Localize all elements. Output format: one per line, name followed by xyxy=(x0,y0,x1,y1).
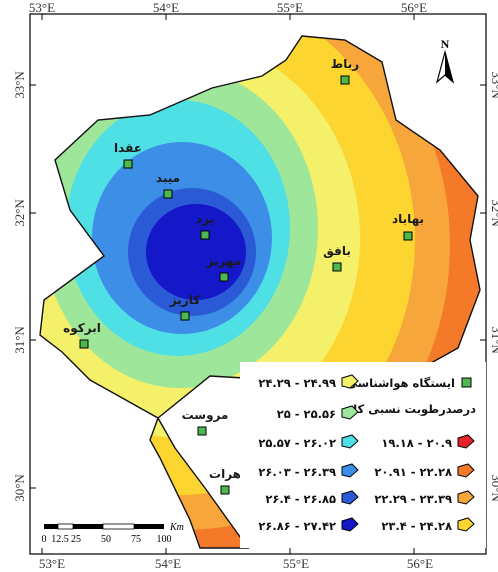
coord-bottom-53: 53°E xyxy=(39,556,65,571)
station-aqda[interactable]: عقدا xyxy=(114,141,142,169)
legend-swatch-c7 xyxy=(341,434,359,449)
legend-item-c8: ۲۶.۰۳ - ۲۶.۳۹ xyxy=(258,463,359,479)
province-border xyxy=(39,35,481,549)
coord-top-55: 55°E xyxy=(277,0,303,15)
scale-tick-3: 50 xyxy=(101,534,111,545)
station-kariz[interactable]: کاریز xyxy=(169,293,200,321)
legend-item-c6: ۲۵ - ۲۵.۵۶ xyxy=(277,405,359,421)
legend-item-c1: ۱۹.۱۸ - ۲۰.۹ xyxy=(381,434,475,450)
legend: ایستگاه هواشناسی درصدرطوبت نسبی کل ۲۴.۲۹… xyxy=(240,362,486,548)
station-meybod[interactable]: میبد xyxy=(156,171,180,199)
coord-right-33: 33°N xyxy=(489,71,498,99)
legend-label-c8: ۲۶.۰۳ - ۲۶.۳۹ xyxy=(258,465,336,479)
station-marvast[interactable]: مروست xyxy=(182,408,229,436)
coord-top-53: 53°E xyxy=(29,0,55,15)
scale-unit: Km xyxy=(169,522,184,533)
legend-swatch-c10 xyxy=(341,517,359,532)
legend-swatch-c9 xyxy=(341,490,359,505)
legend-swatch-c1 xyxy=(457,434,475,449)
coord-right-30: 30°N xyxy=(489,474,498,502)
coord-top-54: 54°E xyxy=(153,0,179,15)
coord-bottom-54: 54°E xyxy=(155,556,181,571)
scale-bar: 0 12.5 25 50 75 100 Km xyxy=(42,522,184,545)
legend-item-c4: ۲۳.۴ - ۲۴.۲۸ xyxy=(381,517,475,533)
legend-label-c5: ۲۴.۲۹ - ۲۴.۹۹ xyxy=(258,376,336,390)
legend-label-c6: ۲۵ - ۲۵.۵۶ xyxy=(277,407,336,421)
station-meybod-label: میبد xyxy=(156,171,180,185)
legend-swatch-c5 xyxy=(341,374,359,389)
scale-tick-0: 0 xyxy=(42,534,47,545)
legend-item-c3: ۲۲.۲۹ - ۲۳.۳۹ xyxy=(374,490,475,506)
legend-box xyxy=(240,362,486,548)
station-kariz-label: کاریز xyxy=(169,293,200,307)
station-bafgh-label: بافق xyxy=(323,244,351,258)
legend-station: ایستگاه هواشناسی xyxy=(346,376,472,391)
station-bahabad-label: بهاباد xyxy=(392,212,424,226)
coord-bottom-56: 56°E xyxy=(407,556,433,571)
legend-item-c5: ۲۴.۲۹ - ۲۴.۹۹ xyxy=(258,374,359,390)
coord-right-31: 31°N xyxy=(489,326,498,354)
station-yazd-label: یزد xyxy=(196,212,214,226)
station-icon xyxy=(461,377,472,388)
station-yazd[interactable]: یزد xyxy=(196,212,214,240)
scale-tick-4: 75 xyxy=(131,534,141,545)
legend-item-c2: ۲۰.۹۱ - ۲۲.۲۸ xyxy=(374,463,475,479)
coord-left-33: 33°N xyxy=(12,71,27,99)
coord-labels-top: 53°E 54°E 55°E 56°E xyxy=(29,0,427,15)
station-mehriz[interactable]: مهریز xyxy=(206,254,242,282)
legend-swatch-c6 xyxy=(341,405,359,420)
north-arrow: N xyxy=(435,37,455,84)
station-robat[interactable]: رباط xyxy=(331,57,359,85)
legend-item-c7: ۲۵.۵۷ - ۲۶.۰۲ xyxy=(258,434,359,450)
legend-swatch-c2 xyxy=(457,463,475,478)
station-abarkuh-label: ابرکوه xyxy=(63,321,101,336)
coord-bottom-55: 55°E xyxy=(283,556,309,571)
station-aqda-label: عقدا xyxy=(114,141,142,155)
legend-label-c2: ۲۰.۹۱ - ۲۲.۲۸ xyxy=(374,465,452,479)
coord-labels-left: 33°N 32°N 31°N 30°N xyxy=(12,71,27,502)
station-abarkuh[interactable]: ابرکوه xyxy=(63,321,101,349)
station-harat[interactable]: هرات xyxy=(209,467,241,495)
legend-swatch-c8 xyxy=(341,463,359,478)
station-markers: رباط عقدا میبد یزد بهاباد مهریز بافق کا xyxy=(63,57,424,495)
station-bafgh[interactable]: بافق xyxy=(323,244,351,272)
station-harat-label: هرات xyxy=(209,467,241,481)
legend-label-c7: ۲۵.۵۷ - ۲۶.۰۲ xyxy=(258,436,336,450)
legend-label-c10: ۲۶.۸۶ - ۲۷.۴۲ xyxy=(258,519,336,533)
coord-left-32: 32°N xyxy=(12,199,27,227)
station-marvast-label: مروست xyxy=(182,408,229,423)
legend-item-c10: ۲۶.۸۶ - ۲۷.۴۲ xyxy=(258,517,359,533)
coord-left-31: 31°N xyxy=(12,326,27,354)
station-bahabad[interactable]: بهاباد xyxy=(392,212,424,241)
legend-swatch-c4 xyxy=(457,517,475,532)
station-mehriz-label: مهریز xyxy=(206,254,242,268)
legend-label-c1: ۱۹.۱۸ - ۲۰.۹ xyxy=(381,436,452,450)
legend-label-c3: ۲۲.۲۹ - ۲۳.۳۹ xyxy=(374,492,452,506)
legend-title: درصدرطوبت نسبی کل xyxy=(347,402,476,417)
legend-label-c4: ۲۳.۴ - ۲۴.۲۸ xyxy=(381,519,452,533)
coord-left-30: 30°N xyxy=(12,474,27,502)
graticule-ticks xyxy=(30,14,486,554)
coord-labels-right: 33°N 32°N 31°N 30°N xyxy=(489,71,498,502)
scale-tick-5: 100 xyxy=(157,534,172,545)
legend-swatch-c3 xyxy=(457,490,475,505)
coord-right-32: 32°N xyxy=(489,199,498,227)
station-robat-label: رباط xyxy=(331,57,359,71)
scale-tick-2: 25 xyxy=(71,534,81,545)
scale-tick-1: 12.5 xyxy=(51,534,69,545)
coord-labels-bottom: 53°E 54°E 55°E 56°E xyxy=(39,556,433,571)
coord-top-56: 56°E xyxy=(401,0,427,15)
legend-item-c9: ۲۶.۴ - ۲۶.۸۵ xyxy=(265,490,359,506)
legend-label-c9: ۲۶.۴ - ۲۶.۸۵ xyxy=(265,492,336,506)
north-arrow-label: N xyxy=(441,37,450,51)
legend-station-label: ایستگاه هواشناسی xyxy=(346,376,455,391)
